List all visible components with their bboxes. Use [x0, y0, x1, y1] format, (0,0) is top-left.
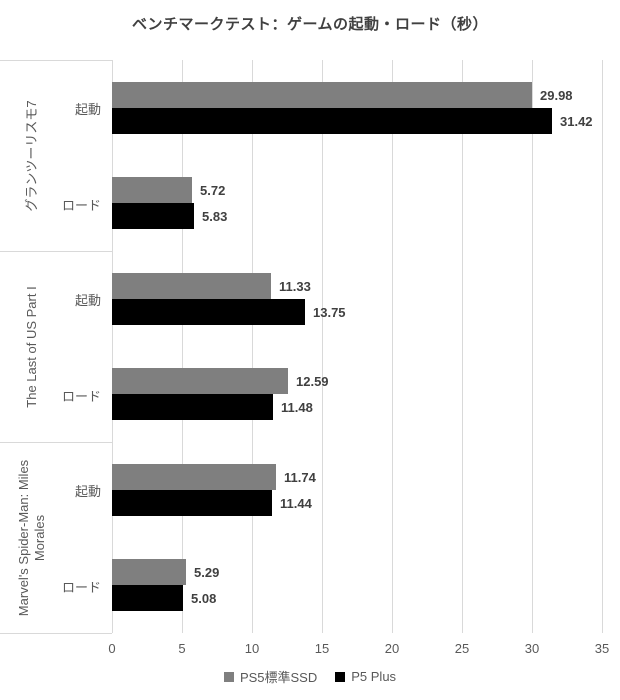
x-axis-tick-label: 15	[314, 641, 330, 656]
bar-value-label: 5.29	[194, 564, 220, 580]
bar-value-label: 11.48	[281, 399, 313, 415]
gridline	[322, 60, 323, 633]
x-axis-tick-label: 0	[108, 641, 116, 656]
bar-value-label: 5.72	[200, 182, 226, 198]
bar-value-label: 11.33	[279, 278, 311, 294]
legend-label: PS5標準SSD	[239, 670, 318, 685]
legend-item: P5 Plus	[335, 669, 396, 684]
legend-swatch-icon	[335, 671, 346, 682]
bar-P5 Plus	[112, 490, 272, 516]
x-axis-tick-label: 5	[178, 641, 186, 656]
x-axis-tick-label: 10	[244, 641, 260, 656]
bar-PS5標準SSD	[112, 559, 186, 585]
bar-P5 Plus	[112, 394, 273, 420]
bar-PS5標準SSD	[112, 177, 192, 203]
gridline	[182, 60, 183, 633]
gridline	[532, 60, 533, 633]
plot-area: 29.98 31.42 5.72 5.83 11.33 13.75 12.59 11.48 11…	[112, 60, 603, 633]
x-axis-tick-label: 35	[594, 641, 610, 656]
bar-PS5標準SSD	[112, 368, 288, 394]
legend: PS5標準SSD P5 Plus	[0, 667, 620, 686]
bar-P5 Plus	[112, 203, 194, 229]
bar-value-label: 5.83	[202, 208, 228, 224]
bar-value-label: 12.59	[296, 373, 329, 389]
bar-value-label: 31.42	[560, 113, 593, 129]
chart-title: ベンチマークテスト：ゲームの起動・ロード（秒）	[131, 16, 489, 33]
bar-PS5標準SSD	[112, 464, 276, 490]
gridline	[252, 60, 253, 633]
group-divider	[0, 251, 112, 252]
category-label: 起動	[74, 483, 101, 499]
group-divider	[0, 442, 112, 443]
legend-label: P5 Plus	[351, 669, 397, 684]
x-axis-tick-label: 30	[524, 641, 540, 656]
bar-value-label: 29.98	[540, 87, 573, 103]
bar-P5 Plus	[112, 585, 183, 611]
bar-P5 Plus	[112, 299, 305, 325]
x-axis-tick-label: 20	[384, 641, 400, 656]
bar-PS5標準SSD	[112, 273, 271, 299]
group-divider	[0, 633, 112, 634]
gridline	[602, 60, 603, 633]
bar-P5 Plus	[112, 108, 552, 134]
bar-value-label: 11.74	[284, 469, 316, 485]
category-label: ロード	[61, 197, 101, 213]
bar-value-label: 5.08	[191, 590, 217, 606]
category-label: 起動	[74, 292, 101, 308]
x-axis-tick-label: 25	[454, 641, 470, 656]
bar-PS5標準SSD	[112, 82, 532, 108]
category-label: ロード	[61, 388, 101, 404]
y-axis-line	[112, 60, 113, 633]
legend-swatch-icon	[223, 671, 234, 682]
gridline	[462, 60, 463, 633]
bar-value-label: 11.44	[280, 495, 312, 511]
category-label: 起動	[74, 101, 101, 117]
category-label: ロード	[61, 579, 101, 595]
bar-value-label: 13.75	[313, 304, 346, 320]
gridline	[392, 60, 393, 633]
group-divider	[0, 60, 112, 61]
legend-item: PS5標準SSD	[223, 667, 318, 686]
